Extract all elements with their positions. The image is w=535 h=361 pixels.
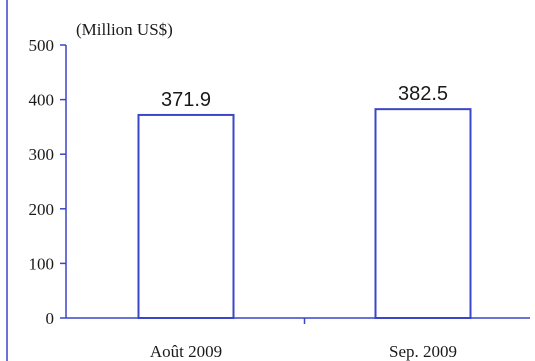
x-axis-labels: Août 2009 Sep. 2009 — [150, 342, 457, 361]
bar — [374, 108, 472, 319]
x-category-label: Sep. 2009 — [389, 342, 457, 361]
y-tick-label: 500 — [29, 36, 55, 55]
unit-label: (Million US$) — [76, 20, 173, 39]
y-axis-ticks: 0 100 200 300 400 500 — [29, 36, 66, 328]
bar-value-label: 371.9 — [161, 89, 211, 111]
bar-value-label: 382.5 — [398, 83, 448, 105]
data-labels: 371.9 382.5 — [161, 83, 448, 111]
bars — [137, 108, 472, 319]
y-tick-label: 300 — [29, 145, 55, 164]
y-tick-label: 200 — [29, 200, 55, 219]
bar — [137, 113, 235, 319]
y-tick-label: 0 — [46, 309, 55, 328]
y-tick-label: 100 — [29, 254, 55, 273]
y-tick-label: 400 — [29, 91, 55, 110]
x-category-label: Août 2009 — [150, 342, 222, 361]
